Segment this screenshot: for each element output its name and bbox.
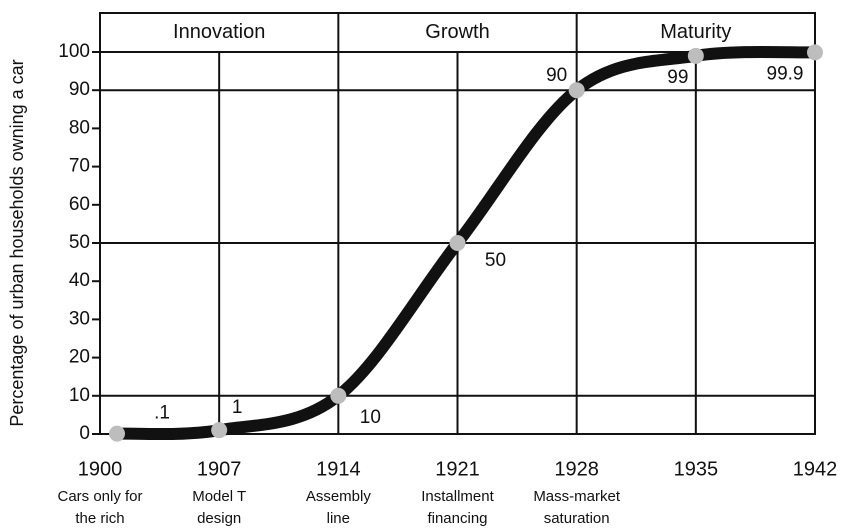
y-tick-label: 100 (58, 41, 90, 62)
y-tick-label: 30 (69, 308, 90, 329)
milestone-label: Cars only for (57, 488, 142, 505)
point-marker (449, 235, 466, 251)
value-label: 99 (667, 67, 688, 88)
value-label: 1 (232, 397, 243, 418)
value-label: 90 (546, 65, 567, 86)
y-tick-label: 50 (69, 232, 90, 253)
x-tick-label: 1935 (674, 458, 719, 480)
milestone-label: the rich (75, 510, 124, 527)
milestone-label: Assembly (306, 488, 372, 505)
point-marker (807, 44, 823, 61)
value-label: 99.9 (767, 63, 804, 84)
point-marker (330, 387, 347, 404)
x-tick-label: 1907 (197, 458, 242, 480)
phase-label: Innovation (173, 21, 265, 43)
y-tick-label: 40 (69, 270, 90, 291)
value-label: 10 (360, 407, 381, 428)
y-tick-label: 10 (69, 385, 90, 406)
milestone-label: financing (427, 510, 487, 527)
y-tick-label: 0 (79, 423, 90, 444)
value-label: 50 (485, 250, 506, 271)
phase-label: Growth (425, 21, 489, 43)
y-tick-label: 80 (69, 117, 90, 138)
x-tick-label: 1914 (316, 458, 361, 480)
point-marker (687, 47, 704, 64)
phase-label: Maturity (660, 21, 731, 43)
y-tick-label: 70 (69, 156, 90, 177)
milestone-label: Installment (421, 488, 494, 505)
value-label: .1 (154, 403, 170, 424)
x-tick-label: 1900 (78, 458, 123, 480)
milestone-label: Model T (192, 488, 246, 505)
y-tick-label: 20 (69, 347, 90, 368)
x-tick-label: 1928 (554, 458, 599, 480)
milestone-label: line (327, 510, 350, 527)
point-marker (568, 82, 585, 99)
point-marker (211, 422, 228, 439)
milestone-label: saturation (544, 510, 610, 527)
x-tick-label: 1921 (435, 458, 480, 480)
y-tick-label: 90 (69, 79, 90, 100)
milestone-label: Mass-market (533, 488, 621, 505)
point-marker (109, 425, 126, 442)
milestone-label: design (197, 510, 241, 527)
x-tick-label: 1942 (793, 458, 838, 480)
y-tick-label: 60 (69, 194, 90, 215)
y-axis-label: Percentage of urban households owning a … (7, 59, 27, 426)
